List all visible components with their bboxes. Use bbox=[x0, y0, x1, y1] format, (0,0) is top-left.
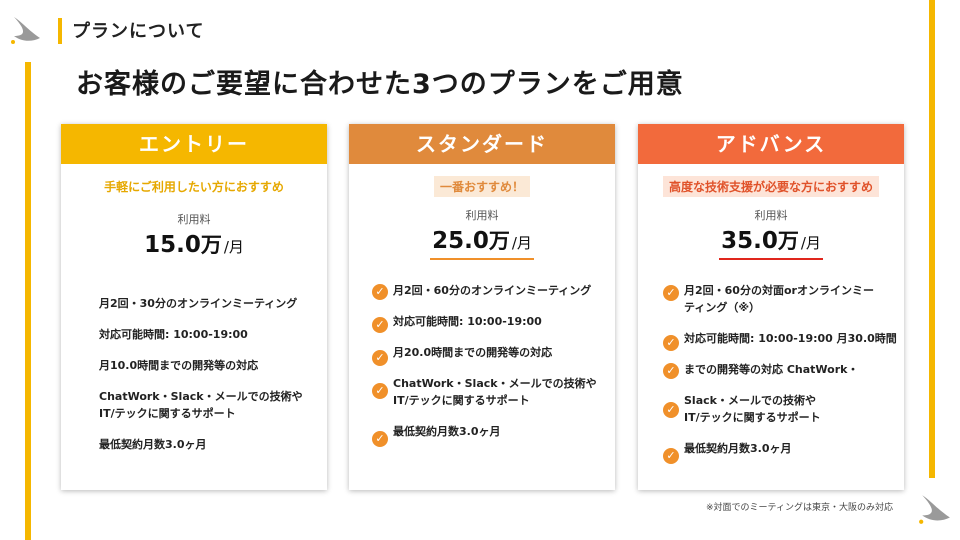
plan-price: 25.0万/月 bbox=[349, 225, 615, 255]
price-period: /月 bbox=[800, 234, 821, 252]
price-value: 35.0 bbox=[721, 228, 778, 254]
left-accent-rail bbox=[25, 62, 31, 540]
header-accent-bar bbox=[58, 18, 62, 44]
feature-text: 対応可能時間: 10:00-19:00 月30.0時間 bbox=[684, 332, 897, 345]
feature-text: 月10.0時間までの開発等の対応 bbox=[99, 359, 259, 372]
price-label: 利用料 bbox=[754, 209, 788, 222]
feature-text: 月2回・30分のオンラインミーティング bbox=[99, 297, 298, 310]
check-icon: ✓ bbox=[663, 363, 679, 379]
check-icon: ✓ bbox=[372, 431, 388, 447]
feature-item: 最低契約月数3.0ヶ月 bbox=[99, 436, 327, 453]
check-icon: ✓ bbox=[372, 350, 388, 366]
feature-text: 最低契約月数3.0ヶ月 bbox=[684, 442, 792, 455]
price-unit: 万 bbox=[200, 233, 222, 257]
feature-text: 最低契約月数3.0ヶ月 bbox=[393, 425, 501, 438]
price-underline bbox=[719, 258, 823, 260]
feature-text: 対応可能時間: 10:00-19:00 bbox=[393, 315, 542, 328]
feature-item: ✓ 最低契約月数3.0ヶ月 bbox=[372, 423, 615, 447]
footnote: ※対面でのミーティングは東京・大阪のみ対応 bbox=[706, 503, 894, 513]
logo-icon bbox=[11, 17, 40, 44]
feature-text: ChatWork・Slack・メールでの技術や IT/テックに関するサポート bbox=[393, 377, 597, 407]
feature-list: ✓ 月2回・60分の対面orオンラインミー ティング（※） ✓ 対応可能時間: 10… bbox=[663, 282, 904, 464]
feature-item: ✓ 対応可能時間: 10:00-19:00 月30.0時間 bbox=[663, 330, 904, 351]
feature-text: までの開発等の対応 ChatWork・ bbox=[684, 363, 859, 376]
plan-card-entry: エントリー 手軽にご利用したい方におすすめ 利用料 15.0万/月 月2回・30… bbox=[61, 124, 327, 490]
feature-item: ✓ 月2回・60分の対面orオンラインミー ティング（※） bbox=[663, 282, 904, 316]
feature-list: ✓ 月2回・60分のオンラインミーティング ✓ 対応可能時間: 10:00-19:0… bbox=[372, 282, 615, 447]
section-title: プランについて bbox=[72, 21, 205, 42]
check-icon: ✓ bbox=[663, 402, 679, 418]
feature-item: ✓ ChatWork・Slack・メールでの技術や IT/テックに関するサポート bbox=[372, 375, 615, 409]
price-unit: 万 bbox=[488, 229, 510, 253]
feature-item: ✓ 月20.0時間までの開発等の対応 bbox=[372, 344, 615, 366]
check-icon: ✓ bbox=[663, 448, 679, 464]
logo-icon bbox=[919, 495, 950, 524]
price-underline bbox=[430, 258, 534, 260]
check-icon: ✓ bbox=[372, 317, 388, 333]
plan-name: エントリー bbox=[61, 124, 327, 164]
plan-price: 35.0万/月 bbox=[638, 225, 904, 255]
feature-item: 対応可能時間: 10:00-19:00 bbox=[99, 326, 327, 343]
feature-item: 月10.0時間までの開発等の対応 bbox=[99, 357, 327, 374]
plan-price: 15.0万/月 bbox=[61, 229, 327, 259]
right-accent-rail bbox=[929, 0, 935, 478]
plan-name: アドバンス bbox=[638, 124, 904, 164]
price-label: 利用料 bbox=[465, 209, 499, 222]
feature-text: 最低契約月数3.0ヶ月 bbox=[99, 438, 207, 451]
feature-item: ChatWork・Slack・メールでの技術や IT/テックに関するサポート bbox=[99, 388, 327, 422]
feature-text: Slack・メールでの技術や IT/テックに関するサポート bbox=[684, 394, 821, 424]
feature-text: 月20.0時間までの開発等の対応 bbox=[393, 346, 553, 359]
plan-tagline: 手軽にご利用したい方におすすめ bbox=[104, 180, 284, 194]
plan-tagline: 一番おすすめ！ bbox=[433, 176, 530, 197]
plan-tagline: 高度な技術支援が必要な方におすすめ bbox=[662, 176, 879, 197]
feature-item: 月2回・30分のオンラインミーティング bbox=[99, 295, 327, 312]
check-icon: ✓ bbox=[372, 383, 388, 399]
price-value: 25.0 bbox=[432, 228, 489, 254]
price-value: 15.0 bbox=[144, 232, 201, 258]
feature-item: ✓ Slack・メールでの技術や IT/テックに関するサポート bbox=[663, 392, 904, 426]
feature-text: 月2回・60分のオンラインミーティング bbox=[393, 284, 592, 297]
feature-text: ChatWork・Slack・メールでの技術や IT/テックに関するサポート bbox=[99, 390, 303, 420]
check-icon: ✓ bbox=[663, 335, 679, 351]
plan-name: スタンダード bbox=[349, 124, 615, 164]
price-period: /月 bbox=[511, 234, 532, 252]
check-icon: ✓ bbox=[372, 284, 388, 300]
feature-list: 月2回・30分のオンラインミーティング 対応可能時間: 10:00-19:00 … bbox=[99, 295, 327, 453]
feature-item: ✓ 最低契約月数3.0ヶ月 bbox=[663, 440, 904, 464]
plan-card-advanced: アドバンス 高度な技術支援が必要な方におすすめ 利用料 35.0万/月 ✓ 月2回… bbox=[638, 124, 904, 490]
price-unit: 万 bbox=[777, 229, 799, 253]
page-title: お客様のご要望に合わせた3つのプランをご用意 bbox=[76, 69, 684, 100]
feature-text: 月2回・60分の対面orオンラインミー ティング（※） bbox=[684, 284, 874, 314]
feature-item: ✓ 対応可能時間: 10:00-19:00 bbox=[372, 313, 615, 333]
feature-item: ✓ 月2回・60分のオンラインミーティング bbox=[372, 282, 615, 300]
feature-text: 対応可能時間: 10:00-19:00 bbox=[99, 328, 248, 341]
plan-card-standard: スタンダード 一番おすすめ！ 利用料 25.0万/月 ✓ 月2回・60分のオンライ… bbox=[349, 124, 615, 490]
check-icon: ✓ bbox=[663, 285, 679, 301]
feature-item: ✓ までの開発等の対応 ChatWork・ bbox=[663, 361, 904, 379]
price-label: 利用料 bbox=[177, 213, 211, 226]
price-period: /月 bbox=[223, 238, 244, 256]
